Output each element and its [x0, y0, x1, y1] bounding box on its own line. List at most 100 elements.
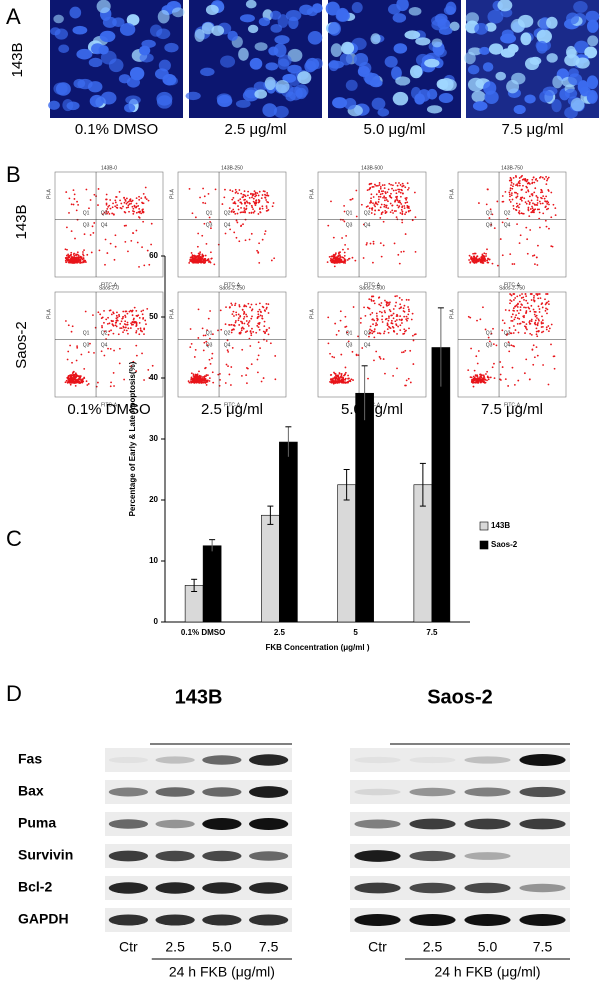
- event-dot: [106, 204, 108, 206]
- event-dot: [188, 382, 190, 384]
- event-dot: [338, 254, 340, 256]
- event-dot: [219, 379, 221, 381]
- event-dot: [519, 301, 521, 303]
- event-dot: [378, 297, 380, 299]
- event-dot: [74, 238, 76, 240]
- event-dot: [407, 306, 409, 308]
- event-dot: [528, 182, 530, 184]
- event-dot: [255, 200, 257, 202]
- event-dot: [231, 313, 233, 315]
- event-dot: [199, 197, 201, 199]
- event-dot: [396, 319, 398, 321]
- event-dot: [234, 201, 236, 203]
- blot-band: [249, 882, 288, 893]
- event-dot: [537, 209, 539, 211]
- nucleus: [404, 30, 420, 39]
- blot-band: [354, 883, 400, 894]
- event-dot: [191, 380, 193, 382]
- event-dot: [122, 316, 124, 318]
- event-dot: [521, 200, 523, 202]
- event-dot: [73, 378, 75, 380]
- event-dot: [241, 203, 243, 205]
- event-dot: [205, 379, 207, 381]
- event-dot: [223, 196, 225, 198]
- event-dot: [356, 216, 358, 218]
- blot-band: [519, 819, 565, 830]
- event-dot: [254, 210, 256, 212]
- event-dot: [390, 203, 392, 205]
- event-dot: [231, 304, 233, 306]
- nucleus: [297, 71, 311, 84]
- event-dot: [502, 195, 504, 197]
- event-dot: [136, 315, 138, 317]
- event-dot: [407, 182, 409, 184]
- event-dot: [230, 384, 232, 386]
- quadrant-label: Q3: [206, 223, 213, 229]
- event-dot: [361, 204, 363, 206]
- nucleus: [568, 68, 579, 77]
- event-dot: [545, 176, 547, 178]
- event-dot: [544, 206, 546, 208]
- x-tick-label: 2.5: [274, 628, 286, 637]
- event-dot: [513, 299, 515, 301]
- event-dot: [415, 333, 417, 335]
- event-dot: [66, 249, 68, 251]
- nucleus: [246, 0, 257, 8]
- event-dot: [400, 203, 402, 205]
- event-dot: [204, 382, 206, 384]
- event-dot: [513, 332, 515, 334]
- event-dot: [139, 317, 141, 319]
- event-dot: [204, 375, 206, 377]
- nucleus: [125, 95, 141, 104]
- nucleus: [346, 80, 358, 91]
- event-dot: [405, 199, 407, 201]
- event-dot: [402, 211, 404, 213]
- nucleus: [67, 101, 80, 110]
- event-dot: [201, 235, 203, 237]
- event-dot: [209, 217, 211, 219]
- event-dot: [363, 257, 365, 259]
- event-dot: [395, 210, 397, 212]
- event-dot: [119, 363, 121, 365]
- nucleus: [217, 95, 232, 107]
- event-dot: [500, 374, 502, 376]
- blot-band: [109, 819, 148, 829]
- event-dot: [379, 217, 381, 219]
- event-dot: [265, 199, 267, 201]
- blot-band: [519, 754, 565, 766]
- blot-band: [249, 754, 288, 765]
- event-dot: [394, 243, 396, 245]
- plot-title: 143B-250: [221, 165, 243, 171]
- event-dot: [253, 212, 255, 214]
- event-dot: [93, 194, 95, 196]
- event-dot: [395, 182, 397, 184]
- quadrant-label: Q1: [83, 211, 90, 217]
- event-dot: [126, 207, 128, 209]
- event-dot: [108, 334, 110, 336]
- event-dot: [73, 189, 75, 191]
- nucleus: [473, 101, 488, 111]
- blot-band: [202, 818, 241, 830]
- event-dot: [515, 329, 517, 331]
- event-dot: [205, 255, 207, 257]
- event-dot: [405, 318, 407, 320]
- blot-band: [202, 787, 241, 797]
- event-dot: [405, 202, 407, 204]
- lane-label: Ctr: [119, 939, 138, 955]
- event-dot: [478, 202, 480, 204]
- event-dot: [193, 260, 195, 262]
- event-dot: [264, 310, 266, 312]
- event-dot: [199, 251, 201, 253]
- event-dot: [504, 322, 506, 324]
- panel-label: A: [6, 4, 21, 29]
- event-dot: [198, 253, 200, 255]
- nucleus: [167, 77, 178, 86]
- event-dot: [250, 332, 252, 334]
- event-dot: [403, 251, 405, 253]
- event-dot: [546, 329, 548, 331]
- event-dot: [121, 320, 123, 322]
- event-dot: [251, 315, 253, 317]
- event-dot: [68, 377, 70, 379]
- event-dot: [227, 339, 229, 341]
- event-dot: [374, 302, 376, 304]
